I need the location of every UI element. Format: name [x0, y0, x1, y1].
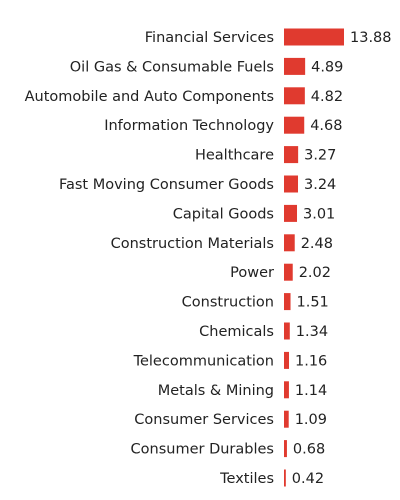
value-labels-group: 13.88 4.89 4.82 4.68 3.27 3.24 3.01 2.48 2.02 1.5…	[292, 30, 392, 487]
category-label: Capital Goods	[173, 206, 274, 222]
category-label: Financial Services	[145, 30, 274, 46]
value-label: 1.51	[297, 295, 329, 311]
bar-automobile-and-auto-components	[284, 87, 305, 105]
category-label: Healthcare	[195, 148, 274, 164]
value-label: 1.14	[295, 383, 327, 399]
bar-information-technology	[284, 116, 305, 134]
category-label: Telecommunication	[133, 353, 274, 369]
category-label: Oil Gas & Consumable Fuels	[70, 59, 274, 75]
value-label: 4.68	[310, 118, 342, 134]
bar-construction-materials	[284, 234, 295, 252]
bar-healthcare	[284, 146, 299, 164]
bar-telecommunication	[284, 351, 290, 369]
category-label: Consumer Durables	[131, 442, 274, 458]
bar-textiles	[284, 469, 286, 487]
category-labels-group: Financial Services Oil Gas & Consumable F…	[25, 30, 275, 487]
category-label: Fast Moving Consumer Goods	[59, 177, 274, 193]
value-label: 2.02	[299, 265, 331, 281]
category-label: Textiles	[219, 471, 274, 487]
category-label: Automobile and Auto Components	[25, 89, 274, 105]
value-label: 1.34	[296, 324, 328, 340]
value-label: 0.42	[292, 471, 324, 487]
category-label: Construction Materials	[111, 236, 274, 252]
value-label: 2.48	[301, 236, 333, 252]
category-label: Chemicals	[199, 324, 274, 340]
value-label: 3.27	[304, 148, 336, 164]
bar-metals-mining	[284, 381, 289, 399]
bar-capital-goods	[284, 204, 298, 222]
value-label: 1.09	[295, 412, 327, 428]
bars-group	[284, 28, 344, 487]
bar-oil-gas-consumable-fuels	[284, 57, 306, 75]
value-label: 4.82	[311, 89, 343, 105]
category-label: Consumer Services	[134, 412, 274, 428]
bar-consumer-durables	[284, 440, 287, 458]
value-label: 13.88	[350, 30, 392, 46]
category-label: Metals & Mining	[158, 383, 274, 399]
bar-construction	[284, 293, 291, 311]
value-label: 4.89	[311, 59, 343, 75]
bar-fast-moving-consumer-goods	[284, 175, 299, 193]
bar-financial-services	[284, 28, 344, 46]
bar-power	[284, 263, 293, 281]
category-label: Power	[230, 265, 274, 281]
bar-consumer-services	[284, 410, 289, 428]
category-label: Information Technology	[104, 118, 274, 134]
value-label: 3.01	[303, 206, 335, 222]
bar-chemicals	[284, 322, 290, 340]
value-label: 3.24	[304, 177, 336, 193]
value-label: 1.16	[295, 353, 327, 369]
category-label: Construction	[182, 295, 274, 311]
value-label: 0.68	[293, 442, 325, 458]
